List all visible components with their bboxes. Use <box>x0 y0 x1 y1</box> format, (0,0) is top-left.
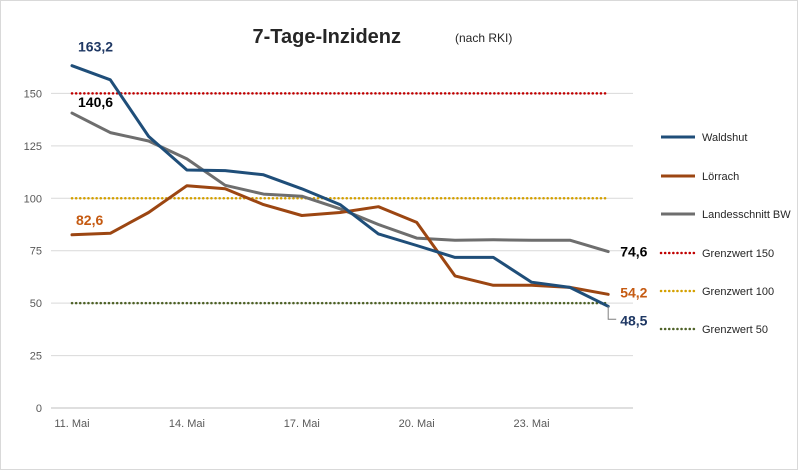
data-label: 54,2 <box>620 284 647 300</box>
x-tick-label: 20. Mai <box>399 418 435 430</box>
y-tick-label: 25 <box>30 351 42 363</box>
data-label: 82,6 <box>76 212 103 228</box>
data-labels: 163,2 140,6 82,6 74,6 54,2 48,5 <box>76 39 648 329</box>
legend-label: Grenzwert 100 <box>702 286 774 298</box>
y-tick-label: 100 <box>24 193 42 205</box>
legend-label: Landesschnitt BW <box>702 209 791 221</box>
data-label: 74,6 <box>620 244 647 260</box>
series-lines <box>70 64 610 308</box>
x-tick-label: 14. Mai <box>169 418 205 430</box>
y-tick-label: 150 <box>24 88 42 100</box>
y-tick-label: 75 <box>30 246 42 258</box>
legend-label: Waldshut <box>702 132 747 144</box>
legend-label: Grenzwert 150 <box>702 248 774 260</box>
axes: 0 25 50 75 100 125 150 11. Mai 14. Mai 17. Mai 20.… <box>24 88 633 430</box>
y-tick-label: 0 <box>36 403 42 415</box>
series-line-l-rrach <box>70 184 610 296</box>
chart-title: 7-Tage-Inzidenz <box>252 26 401 48</box>
legend-label: Lörrach <box>702 171 739 183</box>
y-tick-label: 50 <box>30 298 42 310</box>
x-tick-label: 17. Mai <box>284 418 320 430</box>
x-tick-label: 11. Mai <box>54 418 89 430</box>
y-tick-label: 125 <box>24 141 42 153</box>
x-tick-label: 23. Mai <box>514 418 550 430</box>
legend: Waldshut Lörrach Landesschnitt BW Grenzwert… <box>659 132 791 336</box>
data-label: 140,6 <box>78 94 113 110</box>
data-label: 48,5 <box>620 312 647 328</box>
legend-label: Grenzwert 50 <box>702 324 768 336</box>
gridlines <box>51 92 633 357</box>
label-leader-line <box>607 306 617 320</box>
data-label: 163,2 <box>78 39 113 55</box>
chart-subtitle: (nach RKI) <box>455 31 512 45</box>
series-line-landesschnitt-bw <box>70 111 610 254</box>
series-line-waldshut <box>70 64 610 308</box>
